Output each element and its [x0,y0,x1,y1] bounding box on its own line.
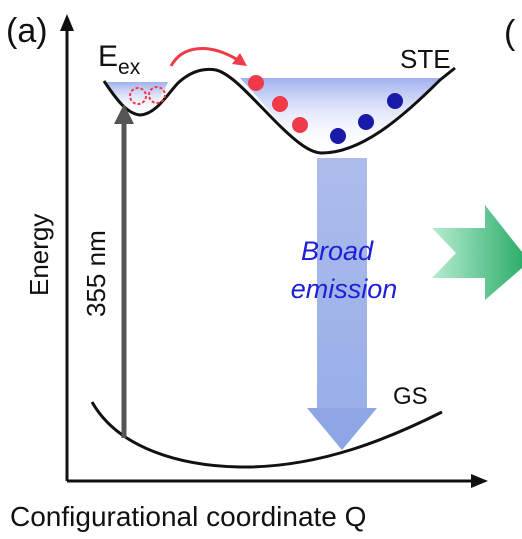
carrier-red [248,75,264,91]
y-axis-arrowhead [60,14,74,31]
trapped-carriers [129,75,403,144]
excited-state-curve [102,66,456,155]
ground-state-curve [90,401,443,469]
carrier-red [292,117,308,133]
y-axis-label: Energy [24,214,54,296]
carrier-blue [358,114,374,130]
carrier-red [272,96,288,112]
emission-label-line1: Broad [301,236,374,266]
excitation-label: 355 nm [81,230,111,317]
x-axis-label: Configurational coordinate Q [10,501,366,532]
panel-label: (a) [6,12,48,50]
next-panel-label: ( [504,14,516,52]
carrier-hollow [148,86,166,104]
ground-state-label: GS [393,383,428,410]
x-axis-arrowhead [471,474,488,488]
hopping-arrow [169,47,247,67]
carrier-hollow [129,87,147,105]
left-well-fill [104,82,168,115]
carrier-blue [387,93,403,109]
excitation-arrow [114,104,134,438]
next-panel-arrow [432,205,522,300]
emission-arrow [307,158,377,450]
carrier-blue [330,128,346,144]
ste-label: STE [400,44,451,74]
emission-label-line2: emission [291,274,398,304]
axes [60,14,488,488]
excited-state-label: Eex [98,40,141,79]
